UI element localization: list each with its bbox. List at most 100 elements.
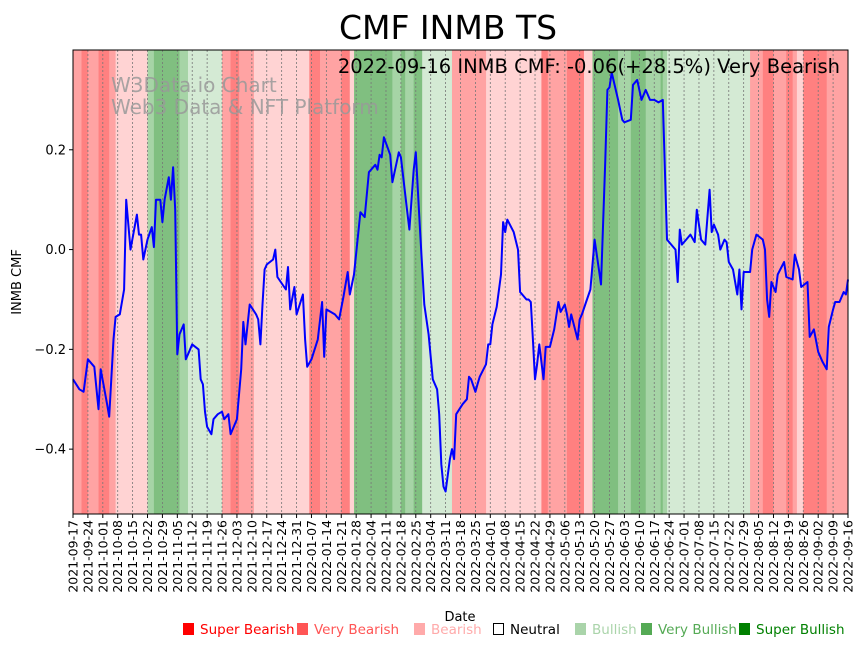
band-very-bearish [319,50,342,514]
x-tick-label: 2022-06-17 [647,520,662,593]
band-very-bearish [451,50,487,514]
band-very-bullish [405,50,415,514]
band-super-bullish [413,50,423,514]
x-tick-label: 2022-04-01 [483,520,498,593]
band-super-bearish [762,50,774,514]
x-tick-label: 2022-07-29 [736,520,751,593]
x-tick-label: 2021-09-24 [80,520,95,593]
band-super-bearish [81,50,89,514]
x-tick-label: 2021-10-01 [95,520,110,593]
y-tick-label: −0.4 [34,443,66,458]
x-tick-label: 2022-05-13 [572,520,587,593]
x-tick-label: 2021-12-10 [244,520,259,593]
cmf-series-line [72,71,849,493]
x-tick-label: 2022-01-21 [334,520,349,593]
x-tick-label: 2021-12-24 [274,520,289,593]
x-tick-label: 2021-12-31 [289,520,304,593]
band-super-bearish [803,50,828,514]
legend-item-neutral: Neutral [493,622,560,638]
x-tick-label: 2022-03-25 [468,520,483,593]
x-tick-label: 2022-03-04 [423,520,438,593]
x-tick-label: 2021-10-08 [110,520,125,593]
x-tick-label: 2022-08-12 [766,520,781,593]
watermark: W3Data.io Chart Web3 Data & NFT Platform [111,73,379,119]
legend-swatch [575,623,586,635]
x-gridlines [87,50,834,514]
x-tick-label: 2022-07-01 [677,520,692,593]
legend-swatch [739,623,750,635]
x-tick-label: 2022-04-29 [542,520,557,593]
x-tick-label: 2022-02-04 [364,520,379,593]
x-tick-label: 2022-03-11 [438,520,453,593]
legend-label: Super Bullish [756,622,845,638]
y-tick-label: 0.2 [45,143,66,158]
x-tick-label: 2022-04-22 [528,520,543,593]
chart-title: CMF INMB TS [339,8,557,47]
legend-label: Very Bearish [314,622,399,638]
legend-item-super-bullish: Super Bullish [739,622,845,638]
band-bearish [486,50,542,514]
band-bullish [187,50,223,514]
x-tick-label: 2022-04-08 [498,520,513,593]
legend: Super Bearish Very Bearish Bearish Neutral B… [183,622,845,638]
band-super-bearish [541,50,549,514]
legend-item-bearish: Bearish [414,622,482,638]
legend-label: Neutral [510,622,560,638]
x-tick-label: 2022-06-24 [662,520,677,593]
x-tick-label: 2022-06-03 [617,520,632,593]
y-tick-label: −0.2 [34,343,66,358]
band-very-bearish [109,50,117,514]
band-bearish [583,50,594,514]
band-very-bearish [750,50,764,514]
x-tick-label: 2021-11-12 [185,520,200,593]
x-tick-label: 2022-02-25 [408,520,423,593]
x-tick-label: 2022-07-08 [691,520,706,593]
x-tick-label: 2021-12-17 [259,520,274,593]
band-very-bearish [826,50,849,514]
band-super-bullish [630,50,647,514]
x-tick-label: 2021-10-15 [125,520,140,593]
band-very-bearish [773,50,787,514]
x-tick-label: 2021-09-17 [66,520,81,593]
watermark-line-1: W3Data.io Chart [111,73,277,97]
x-tick-label: 2022-04-15 [513,520,528,593]
x-tick-label: 2022-07-22 [721,520,736,593]
x-axis-label: Date [444,610,475,625]
x-tick-label: 2021-12-03 [229,520,244,593]
legend-item-very-bearish: Very Bearish [297,622,399,638]
x-tick-label: 2022-09-16 [841,520,856,593]
legend-item-bullish: Bullish [575,622,637,638]
x-tick-label: 2022-01-14 [319,520,334,593]
legend-item-very-bullish: Very Bullish [641,622,737,638]
y-axis-label: INMB CMF [10,249,25,315]
legend-label: Super Bearish [200,622,295,638]
band-super-bearish [566,50,585,514]
x-tick-label: 2022-08-05 [751,520,766,593]
band-very-bearish [239,50,255,514]
x-tick-label: 2022-09-02 [811,520,826,593]
x-tick-label: 2022-08-26 [796,520,811,593]
band-very-bullish [147,50,155,514]
legend-swatch [641,623,652,635]
legend-swatch [183,623,194,635]
band-bullish [422,50,453,514]
band-very-bullish [179,50,189,514]
x-tick-label: 2022-09-09 [826,520,841,593]
band-super-bearish [786,50,794,514]
y-axis: 0.2 0.0 −0.2 −0.4 [34,143,73,458]
band-very-bearish [222,50,232,514]
legend-label: Bearish [431,622,482,638]
x-tick-label: 2021-10-22 [140,520,155,593]
x-tick-label: 2022-08-19 [781,520,796,593]
band-super-bullish [400,50,406,514]
x-tick-label: 2022-01-07 [304,520,319,593]
band-very-bearish [87,50,100,514]
x-tick-label: 2022-01-28 [349,520,364,593]
legend-label: Very Bullish [658,622,737,638]
band-super-bearish [230,50,240,514]
band-very-bearish [73,50,83,514]
band-very-bullish [392,50,402,514]
band-super-bullish [354,50,393,514]
band-very-bearish [792,50,798,514]
